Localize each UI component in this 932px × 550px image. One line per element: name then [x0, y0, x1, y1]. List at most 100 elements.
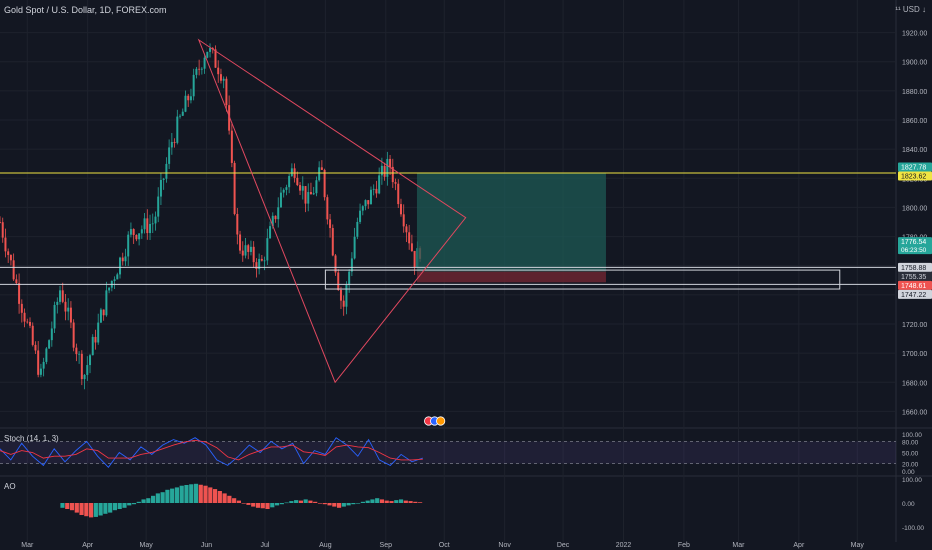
candle-body	[75, 347, 78, 355]
candle	[4, 228, 7, 258]
candle-body	[7, 251, 10, 255]
price-axis-label[interactable]: 1827.78	[898, 162, 932, 172]
candle-body	[78, 353, 81, 355]
ao-bar	[294, 500, 299, 503]
price-axis-label-bg	[898, 237, 932, 255]
candle-body	[67, 307, 70, 312]
countdown-label: 06:23:50	[901, 247, 927, 254]
candle-body	[9, 254, 12, 261]
ao-pane[interactable]	[60, 483, 423, 518]
candle-body	[236, 213, 239, 235]
candle	[75, 343, 78, 362]
ao-bar	[298, 500, 303, 503]
ao-bar	[108, 503, 113, 513]
currency-label[interactable]: ¹¹ USD ↓	[895, 5, 926, 14]
price-pane[interactable]	[0, 38, 896, 390]
candle-body	[269, 226, 272, 239]
candle	[367, 200, 370, 209]
stoch-k-line[interactable]	[0, 437, 423, 468]
price-axis-label-text: 1823.62	[901, 173, 926, 180]
candle-body	[252, 246, 255, 263]
candle-body	[356, 221, 359, 237]
stoch-d-line[interactable]	[0, 439, 423, 461]
ao-bar	[327, 503, 332, 506]
candle-body	[342, 300, 345, 307]
stoch-indicator-label[interactable]: Stoch (14, 1, 3)	[4, 434, 59, 443]
candle-body	[217, 67, 220, 75]
time-tick-label: Apr	[82, 542, 94, 549]
ao-bar	[69, 503, 75, 511]
candle-body	[91, 336, 94, 356]
candle-body	[290, 168, 293, 177]
candle	[135, 234, 138, 242]
candle-body	[350, 258, 353, 272]
price-axis[interactable]: 1660.001680.001700.001720.001740.001760.…	[898, 31, 932, 532]
ao-bar	[184, 485, 189, 503]
candle	[89, 353, 92, 374]
ao-bar	[232, 498, 237, 503]
candle-body	[266, 238, 269, 261]
ao-bar	[179, 485, 184, 503]
candle	[413, 250, 416, 275]
ao-indicator-label[interactable]: AO	[4, 482, 16, 491]
time-axis[interactable]: Mar Apr May Jun Jul Aug Sep Oct Nov Dec 2022 Feb Mar…	[21, 542, 864, 549]
candle	[138, 233, 141, 246]
candle	[399, 198, 402, 217]
candle	[18, 273, 21, 314]
candle-body	[315, 180, 318, 194]
ao-bar	[165, 489, 170, 503]
candle-body	[304, 186, 307, 204]
price-tick-label: 1880.00	[902, 89, 927, 96]
price-axis-label[interactable]: 1755.35	[898, 271, 932, 281]
ao-bar	[203, 485, 208, 503]
candle	[0, 216, 1, 224]
candle	[168, 139, 171, 170]
ao-bar	[322, 503, 327, 505]
candle	[7, 248, 10, 263]
ao-bar	[136, 501, 141, 503]
stoch-pane[interactable]	[0, 437, 896, 468]
candle	[233, 160, 236, 216]
candle	[42, 357, 45, 377]
candle-body	[285, 187, 288, 190]
ao-bar	[313, 501, 318, 503]
candle	[386, 151, 389, 186]
candle	[132, 228, 135, 244]
candle-body	[274, 215, 277, 220]
candle	[99, 307, 102, 323]
candle	[129, 222, 132, 238]
price-axis-label[interactable]: 1747.22	[898, 289, 932, 299]
candle-body	[378, 175, 381, 194]
candle	[337, 269, 340, 291]
candle-body	[121, 257, 124, 262]
target-zone[interactable]	[416, 173, 606, 272]
candle-body	[179, 115, 182, 117]
candle-body	[326, 197, 329, 220]
candle	[124, 248, 127, 266]
candle-body	[184, 95, 187, 112]
ao-bar	[60, 503, 65, 508]
candle	[249, 240, 252, 256]
candle	[307, 183, 310, 212]
candle	[269, 221, 272, 240]
price-axis-label[interactable]: 1748.61	[898, 280, 932, 290]
ao-bar	[336, 503, 342, 508]
economic-event-icon[interactable]	[436, 416, 446, 426]
price-axis-label[interactable]: 1758.88	[898, 262, 932, 272]
ao-bar	[122, 503, 127, 508]
candle	[48, 339, 51, 349]
price-axis-label[interactable]: 1823.62	[898, 171, 932, 181]
event-icons[interactable]	[424, 416, 446, 426]
candle	[320, 160, 323, 171]
ao-bar	[131, 503, 137, 505]
time-tick-label: Aug	[319, 542, 332, 549]
candle-body	[263, 260, 266, 262]
candle-body	[135, 234, 138, 240]
support-box[interactable]	[324, 269, 841, 290]
ao-bar	[193, 483, 199, 503]
stop-zone[interactable]	[416, 271, 606, 283]
candle-body	[225, 78, 228, 106]
triangle-pattern[interactable]	[197, 38, 467, 384]
